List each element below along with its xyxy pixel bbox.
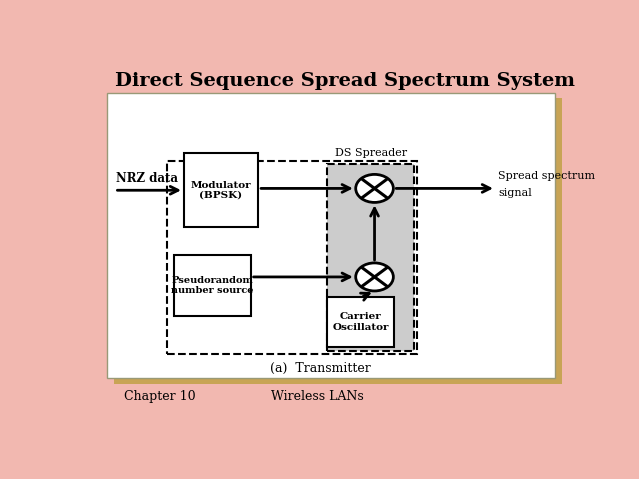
- Text: Chapter 10: Chapter 10: [125, 389, 196, 402]
- Text: (a)  Transmitter: (a) Transmitter: [270, 362, 371, 375]
- Circle shape: [356, 263, 394, 291]
- Text: Spread spectrum: Spread spectrum: [498, 171, 596, 181]
- Bar: [107, 92, 555, 378]
- Text: Carrier
Oscillator: Carrier Oscillator: [333, 312, 389, 332]
- Bar: [167, 161, 417, 354]
- Text: signal: signal: [498, 188, 532, 198]
- Bar: [328, 164, 414, 351]
- Bar: [328, 297, 394, 347]
- Text: DS Spreader: DS Spreader: [335, 148, 407, 158]
- Bar: [328, 164, 414, 351]
- Text: Wireless LANs: Wireless LANs: [271, 389, 364, 402]
- Bar: [174, 255, 250, 316]
- Bar: [184, 153, 258, 227]
- Bar: [114, 98, 562, 384]
- Text: Pseudorandom
number source: Pseudorandom number source: [171, 275, 254, 295]
- Text: NRZ data: NRZ data: [116, 172, 178, 185]
- Text: Modulator
(BPSK): Modulator (BPSK): [190, 181, 251, 200]
- Circle shape: [356, 174, 394, 203]
- Text: Direct Sequence Spread Spectrum System: Direct Sequence Spread Spectrum System: [114, 72, 574, 91]
